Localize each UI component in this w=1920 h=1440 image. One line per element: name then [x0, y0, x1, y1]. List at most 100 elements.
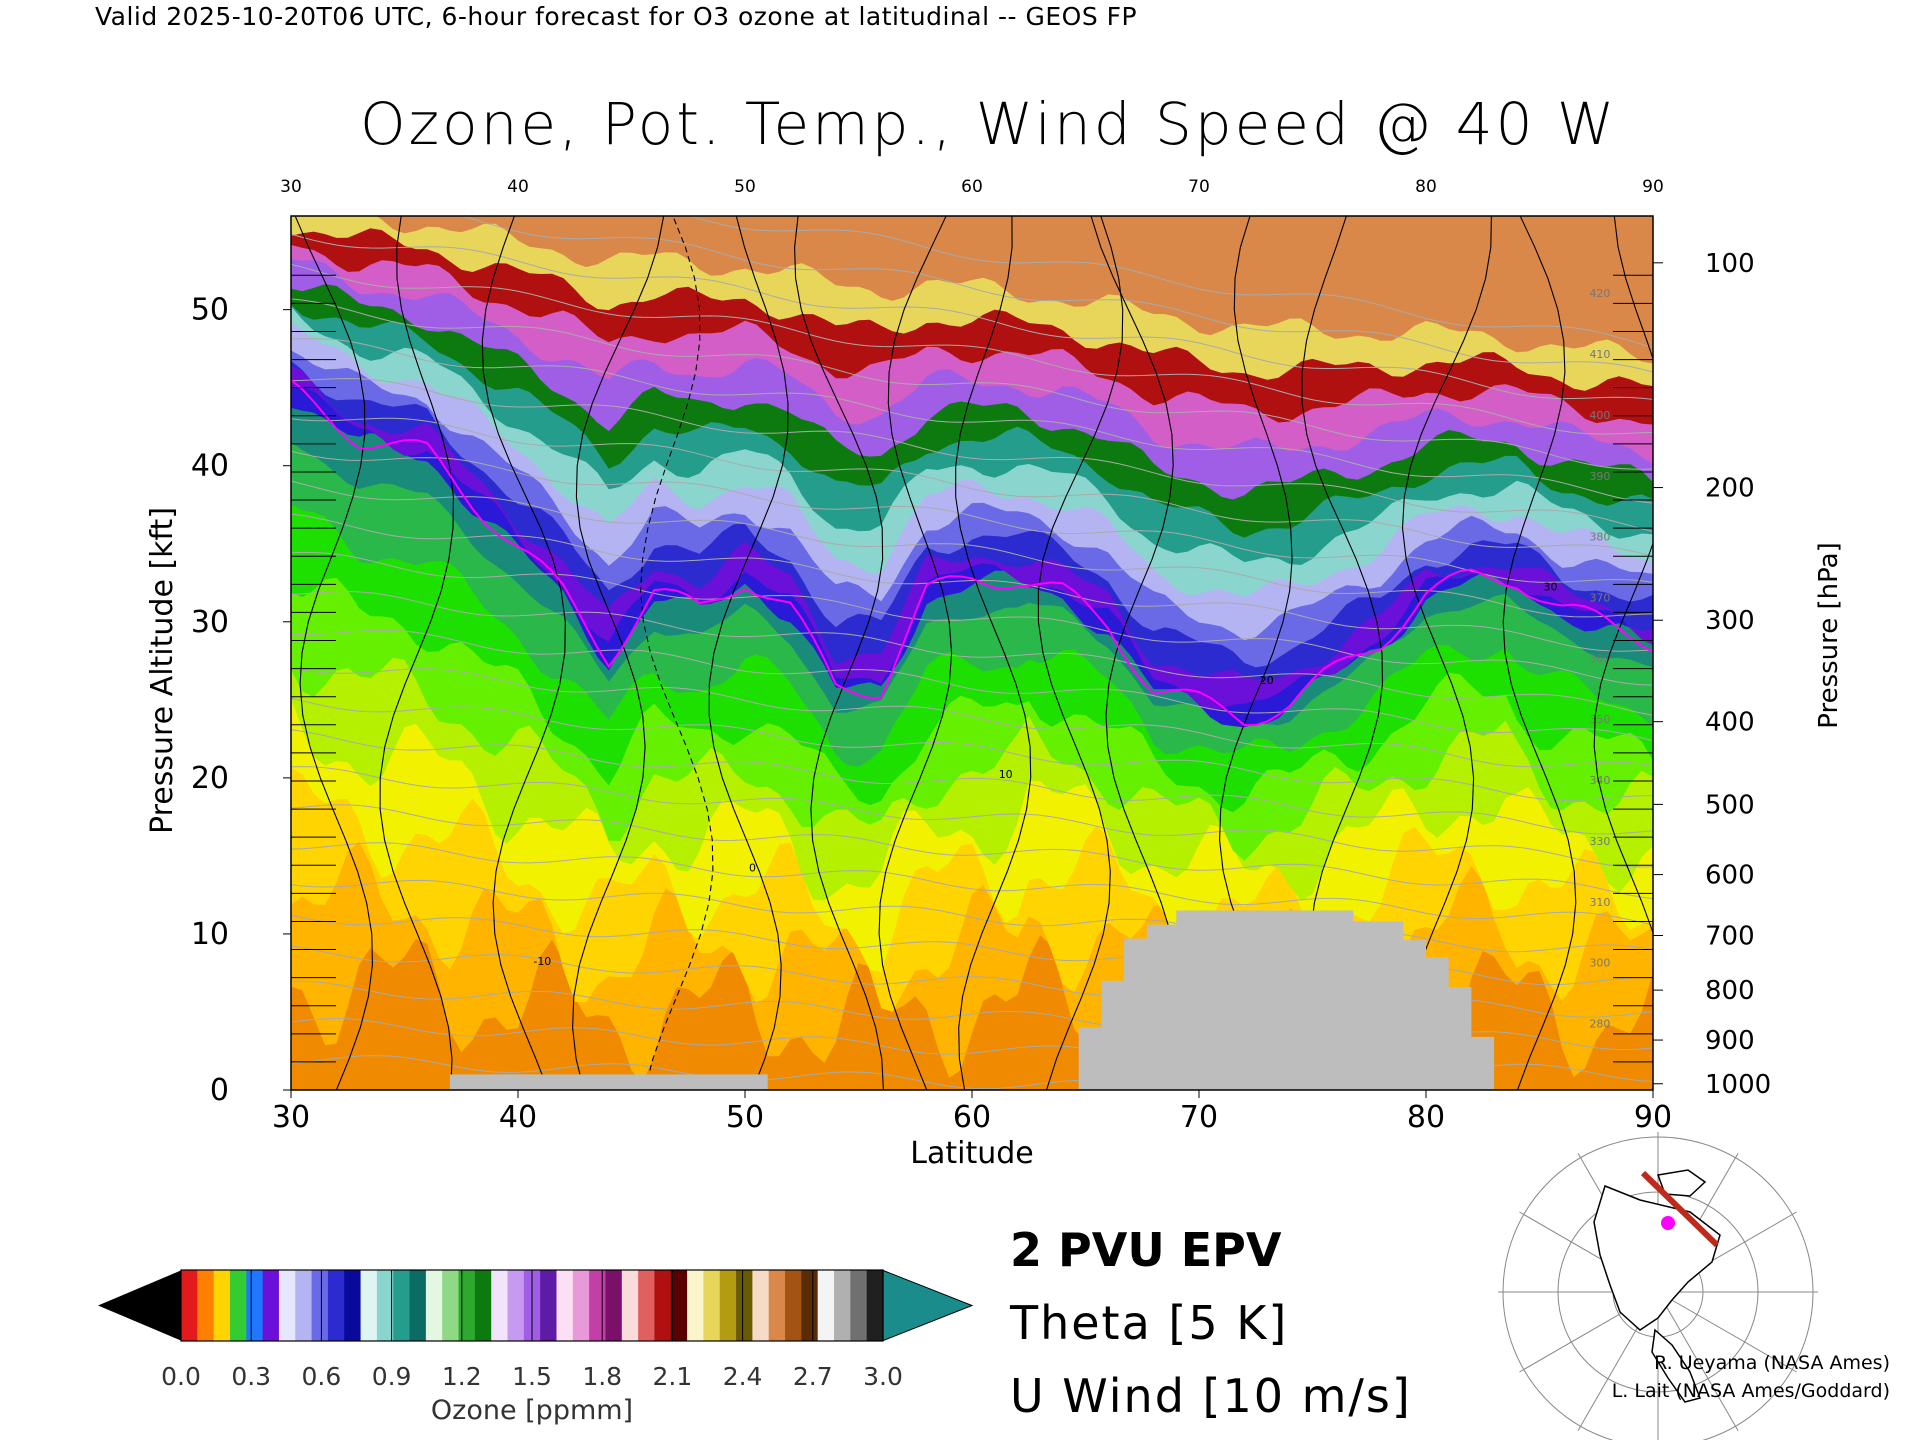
theta-line: [291, 667, 1653, 768]
u-wind-line: [1037, 216, 1124, 1090]
colorbar-swatch: [458, 1270, 476, 1341]
y-tick-label: 10: [191, 917, 229, 952]
map-meridian: [1657, 1291, 1797, 1373]
y-tick-label: 50: [191, 293, 229, 328]
theta-line: [291, 513, 1653, 652]
theta-label: 420: [1589, 287, 1610, 300]
colorbar-swatch: [360, 1270, 378, 1341]
colorbar-swatch: [327, 1270, 345, 1341]
colorbar-tick-label: 0.9: [372, 1362, 412, 1391]
colorbar-swatch: [768, 1270, 786, 1341]
theta-line: [291, 729, 1653, 835]
terrain-block: [1078, 910, 1495, 1090]
colorbar-tick-label: 2.1: [653, 1362, 693, 1391]
u-wind-line: [794, 216, 884, 1090]
map-location-marker: [1661, 1216, 1675, 1230]
colorbar-frame: [180, 1269, 884, 1342]
theta-line: [291, 233, 1653, 400]
pressure-tick-label: 800: [1705, 976, 1755, 1006]
theta-line: [291, 766, 1653, 868]
u-wind-line: [1502, 216, 1577, 1090]
map-cross-section-track: [1640, 1170, 1720, 1248]
colorbar-swatch: [850, 1270, 868, 1341]
colorbar-swatch: [442, 1270, 460, 1341]
axes: 3030404050506060707080809090010203040501…: [145, 177, 1844, 1171]
theta-line: [291, 263, 1653, 435]
colorbar-swatch: [654, 1270, 672, 1341]
colorbar-swatch: [572, 1270, 590, 1341]
x-top-tick-label: 50: [734, 177, 756, 197]
colorbar-swatch: [834, 1270, 851, 1341]
colorbar-tick-label: 1.2: [442, 1362, 482, 1391]
u-wind-label: 20: [1260, 674, 1274, 687]
theta-line: [291, 450, 1653, 583]
pressure-tick-label: 500: [1705, 790, 1755, 820]
colorbar-swatch: [344, 1270, 362, 1341]
u-wind-line: [1593, 216, 1653, 1090]
u-wind-label: 10: [999, 768, 1013, 781]
x-tick-label: 40: [499, 1100, 537, 1135]
credit-line-2: L. Lait (NASA Ames/Goddard): [1611, 1380, 1890, 1402]
colorbar-swatch: [736, 1270, 753, 1341]
x-tick-label: 90: [1634, 1100, 1672, 1135]
theta-label: 350: [1589, 713, 1610, 726]
theta-line: [291, 551, 1653, 686]
colorbar-swatch: [246, 1270, 264, 1341]
y-tick-label: 30: [191, 605, 229, 640]
colorbar-over-arrow: [881, 1269, 974, 1342]
map-north-america: [1593, 1185, 1721, 1331]
colorbar-swatch: [540, 1270, 558, 1341]
theta-line: [291, 590, 1653, 716]
theta-label: 390: [1589, 470, 1610, 483]
terrain-mask: [449, 910, 1495, 1090]
colorbar-swatch: [719, 1270, 737, 1341]
pressure-tick-label: 100: [1705, 249, 1755, 279]
u-wind-line: [379, 216, 454, 1090]
epv-2pvu-contour: [291, 379, 1653, 727]
x-tick-label: 60: [953, 1100, 991, 1135]
y-tick-label: 40: [191, 449, 229, 484]
theta-line: [291, 480, 1653, 618]
y-axis-label: Pressure Altitude [kft]: [145, 507, 180, 834]
x-axis-label: Latitude: [910, 1136, 1033, 1171]
theta-label: 310: [1589, 896, 1610, 909]
pressure-tick-label: 600: [1705, 861, 1755, 891]
x-top-tick-label: 70: [1188, 177, 1210, 197]
pressure-tick-label: 400: [1705, 708, 1755, 738]
colorbar-tick-label: 2.4: [723, 1362, 763, 1391]
colorbar-swatch: [409, 1270, 427, 1341]
colorbar-under-arrow: [98, 1270, 182, 1341]
theta-line: [459, 216, 1653, 373]
legend-epv: 2 PVU EPV: [1010, 1223, 1282, 1277]
colorbar-swatch: [262, 1270, 280, 1341]
u-wind-line: [1400, 216, 1492, 1090]
theta-label: 340: [1589, 774, 1610, 787]
colorbar-swatch: [801, 1270, 819, 1341]
forecast-valid-header: Valid 2025-10-20T06 UTC, 6-hour forecast…: [95, 2, 1138, 31]
colorbar-swatch: [507, 1270, 525, 1341]
terrain-block: [449, 1074, 768, 1090]
u-wind-line: [572, 216, 665, 1090]
theta-label: 300: [1589, 957, 1610, 970]
x-top-tick-label: 90: [1642, 177, 1664, 197]
colorbar-swatch: [589, 1270, 607, 1341]
x-top-tick-label: 60: [961, 177, 983, 197]
colorbar-swatch: [197, 1270, 215, 1341]
colorbar-swatch: [229, 1270, 247, 1341]
credit-line-1: R. Ueyama (NASA Ames): [1654, 1352, 1890, 1374]
colorbar-swatch: [556, 1270, 574, 1341]
u-wind-line: [708, 216, 789, 1090]
colorbar-swatch: [376, 1270, 394, 1341]
colorbar-tick-label: 3.0: [863, 1362, 903, 1391]
theta-line: [291, 697, 1653, 801]
y-tick-label: 0: [210, 1073, 229, 1108]
theta-line: [291, 377, 1653, 533]
colorbar-swatch: [752, 1270, 770, 1341]
colorbar-tick-label: 0.3: [231, 1362, 271, 1391]
u-wind-label: 0: [749, 862, 756, 875]
u-wind-line: [294, 216, 373, 1090]
theta-label: 400: [1589, 409, 1610, 422]
pressure-tick-label: 1000: [1705, 1070, 1771, 1100]
u-wind-line: [481, 216, 566, 1090]
